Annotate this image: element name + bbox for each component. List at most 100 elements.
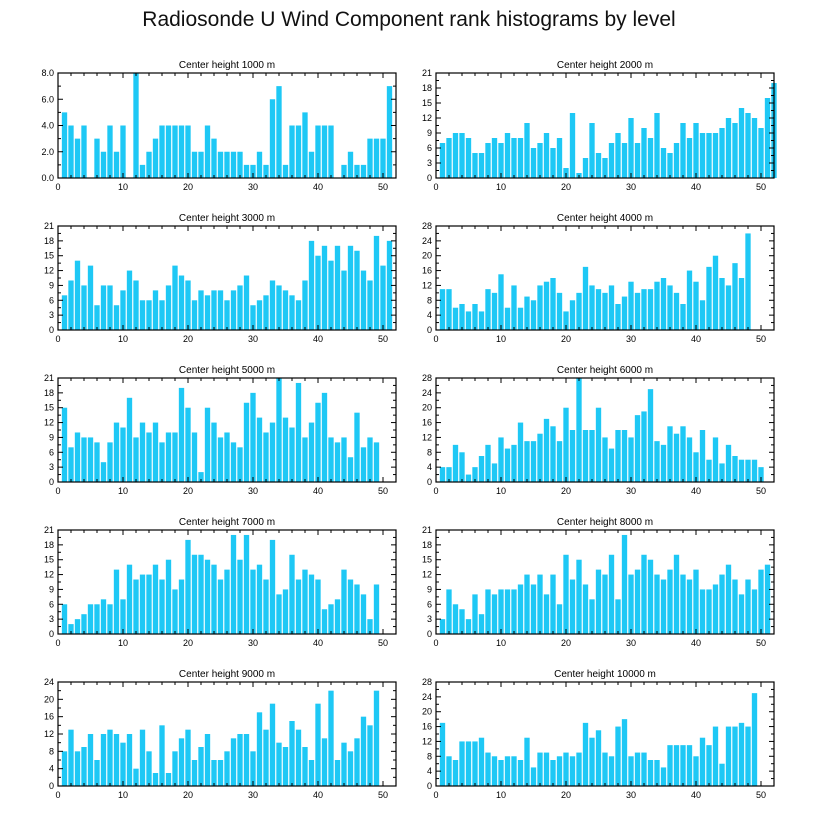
bar (686, 745, 693, 786)
bar (472, 467, 478, 482)
bar (550, 574, 556, 634)
bar (380, 265, 386, 330)
x-tick-label: 20 (561, 790, 571, 800)
bar (360, 594, 367, 634)
x-tick-label: 10 (118, 638, 128, 648)
bar (126, 397, 133, 482)
bar (341, 569, 347, 634)
y-tick-label: 18 (44, 540, 54, 550)
x-tick-label: 30 (626, 790, 636, 800)
panel-title: Center height 6000 m (557, 365, 653, 376)
bar (699, 133, 706, 178)
bar (198, 747, 204, 786)
bar (204, 734, 211, 786)
x-tick-label: 10 (118, 334, 128, 344)
bar (491, 594, 498, 634)
bar (569, 756, 576, 786)
y-tick-label: 3 (49, 462, 54, 472)
y-tick-label: 9 (427, 584, 432, 594)
bar (172, 589, 178, 634)
bar (693, 452, 699, 482)
bar (745, 459, 751, 482)
bar (595, 289, 602, 330)
x-tick-label: 10 (496, 334, 506, 344)
y-tick-label: 15 (422, 555, 432, 565)
bar (165, 432, 172, 482)
bar (334, 442, 341, 482)
bar (485, 752, 491, 786)
bar (699, 737, 706, 786)
y-tick-label: 12 (422, 280, 432, 290)
panel-8: Center height 8000 m 0 10 20 30 40 50 0 3 6 9 12 15 1… (422, 517, 775, 648)
bar (289, 427, 295, 482)
bar (725, 444, 732, 482)
bar (712, 133, 719, 178)
bar (465, 619, 472, 634)
bar (113, 422, 120, 482)
bar (699, 430, 706, 482)
bar (354, 250, 360, 330)
bar (660, 278, 667, 330)
bar (452, 760, 459, 786)
bar (504, 589, 511, 634)
bar (146, 574, 152, 634)
bar (354, 738, 360, 786)
bar (634, 415, 641, 482)
x-tick-label: 20 (561, 486, 571, 496)
x-tick-label: 40 (313, 334, 323, 344)
bar (256, 564, 263, 634)
bar (185, 539, 191, 634)
y-tick-label: 0 (427, 477, 432, 487)
bar (550, 760, 556, 786)
bar (485, 589, 491, 634)
bar (485, 143, 491, 178)
bar (295, 579, 302, 634)
panel-title: Center height 1000 m (179, 60, 275, 71)
bar (608, 554, 615, 634)
panel-title: Center height 9000 m (179, 669, 275, 680)
bar (269, 539, 276, 634)
bar (524, 737, 530, 786)
bar (224, 432, 230, 482)
bar (107, 125, 113, 178)
x-tick-label: 50 (756, 182, 766, 192)
x-tick-label: 40 (313, 182, 323, 192)
bar (61, 295, 68, 330)
bar (719, 128, 725, 178)
bar (302, 747, 308, 786)
bar (459, 304, 465, 330)
bar (595, 153, 602, 178)
bar (126, 734, 133, 786)
bar (738, 594, 745, 634)
bar (582, 430, 589, 482)
bar (113, 734, 120, 786)
bar (706, 459, 712, 482)
bar (478, 737, 485, 786)
bar (595, 569, 602, 634)
bar (276, 86, 282, 179)
bar (732, 579, 738, 634)
bar (699, 589, 706, 634)
bar (517, 760, 524, 786)
y-tick-label: 16 (422, 266, 432, 276)
bar (68, 624, 74, 634)
x-tick-label: 10 (496, 486, 506, 496)
bar (133, 579, 139, 634)
x-tick-label: 40 (313, 486, 323, 496)
bar (498, 143, 504, 178)
y-tick-label: 8 (427, 295, 432, 305)
bar (491, 463, 498, 482)
bar (178, 387, 185, 482)
bar (511, 444, 517, 482)
bar (341, 437, 347, 482)
x-tick-label: 50 (378, 182, 388, 192)
bar (511, 138, 517, 178)
bar (61, 407, 68, 482)
x-tick-label: 50 (756, 638, 766, 648)
bar (706, 133, 712, 178)
bar (524, 441, 530, 482)
bar (237, 734, 243, 786)
bar (230, 442, 237, 482)
bar (354, 164, 360, 179)
bar (100, 734, 107, 786)
